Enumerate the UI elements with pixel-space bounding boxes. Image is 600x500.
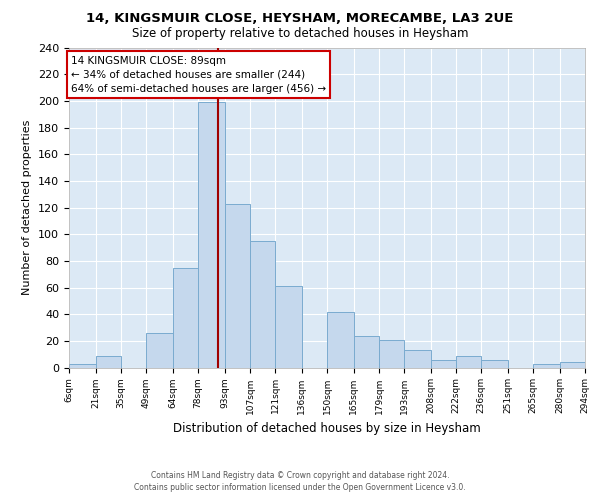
Bar: [173, 268, 198, 368]
Text: Size of property relative to detached houses in Heysham: Size of property relative to detached ho…: [132, 28, 468, 40]
Bar: [275, 286, 302, 368]
Y-axis label: Number of detached properties: Number of detached properties: [22, 120, 32, 295]
Bar: [379, 340, 404, 367]
Text: Contains HM Land Registry data © Crown copyright and database right 2024.
Contai: Contains HM Land Registry data © Crown c…: [134, 471, 466, 492]
Bar: [327, 312, 354, 368]
Text: 14, KINGSMUIR CLOSE, HEYSHAM, MORECAMBE, LA3 2UE: 14, KINGSMUIR CLOSE, HEYSHAM, MORECAMBE,…: [86, 12, 514, 26]
Bar: [198, 102, 225, 368]
X-axis label: Distribution of detached houses by size in Heysham: Distribution of detached houses by size …: [173, 422, 481, 435]
Bar: [560, 362, 585, 368]
Bar: [69, 364, 96, 368]
Bar: [225, 204, 250, 368]
Bar: [481, 360, 508, 368]
Bar: [250, 241, 275, 368]
Bar: [456, 356, 481, 368]
Bar: [404, 350, 431, 368]
Text: 14 KINGSMUIR CLOSE: 89sqm
← 34% of detached houses are smaller (244)
64% of semi: 14 KINGSMUIR CLOSE: 89sqm ← 34% of detac…: [71, 56, 326, 94]
Bar: [146, 333, 173, 368]
Bar: [354, 336, 379, 368]
Bar: [96, 356, 121, 368]
Bar: [533, 364, 560, 368]
Bar: [431, 360, 456, 368]
